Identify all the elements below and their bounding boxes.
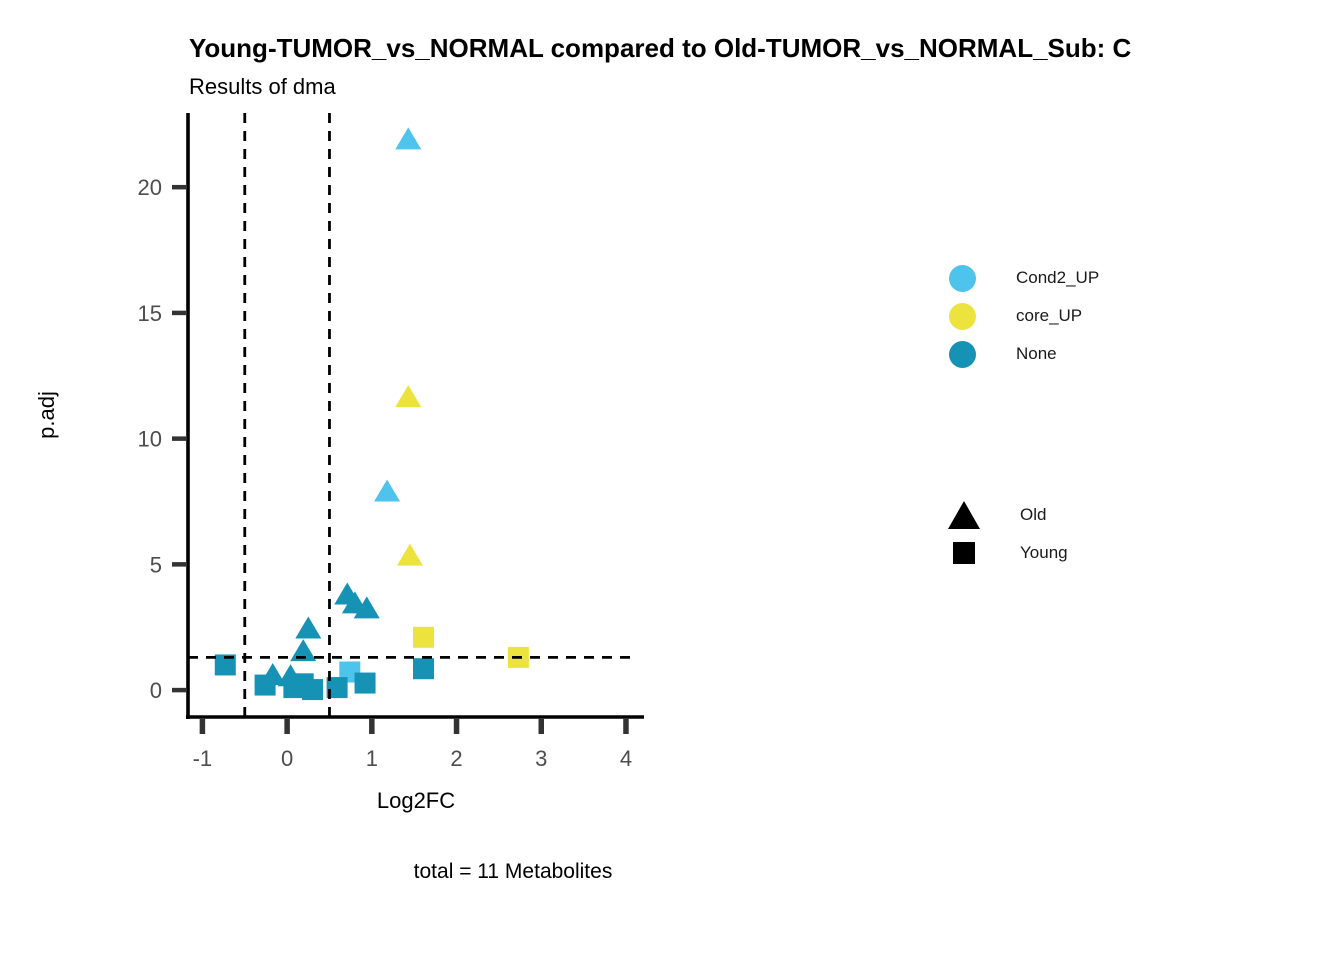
y-tick-label: 0	[150, 678, 162, 703]
y-tick-label: 5	[150, 552, 162, 577]
total-metabolites-caption: total = 11 Metabolites	[413, 860, 613, 883]
shape-legend: Old Young	[948, 501, 1068, 577]
x-tick-label: -1	[193, 746, 213, 771]
cond2-up-swatch-icon	[949, 264, 976, 292]
data-point-old-cond2_up	[395, 127, 422, 150]
color-legend: Cond2_UP core_UP None	[949, 264, 1099, 378]
x-tick-label: 3	[535, 746, 547, 771]
data-point-old-none	[295, 616, 322, 639]
data-point-young-none	[413, 658, 435, 680]
chart-subtitle: Results of dma	[189, 74, 336, 99]
data-point-old-core_up	[395, 385, 422, 408]
x-tick-label: 2	[450, 746, 462, 771]
x-tick-label: 1	[366, 746, 378, 771]
none-swatch-icon	[949, 340, 976, 368]
triangle-marker-icon	[948, 501, 980, 529]
data-point-young-none	[302, 679, 324, 701]
data-point-young-none	[283, 677, 305, 699]
x-tick-label: 0	[281, 746, 293, 771]
y-tick-label: 10	[138, 427, 162, 452]
core-up-swatch-icon	[949, 302, 976, 330]
x-axis-title: Log2FC	[376, 788, 456, 813]
data-point-old-none	[290, 639, 317, 662]
y-tick-label: 20	[138, 175, 162, 200]
legend-item-cond2-up: Cond2_UP	[949, 264, 1099, 292]
square-marker-icon	[948, 542, 980, 564]
data-point-old-core_up	[396, 543, 423, 566]
y-tick-label: 15	[138, 301, 162, 326]
legend-item-young: Young	[948, 539, 1068, 567]
data-point-young-none	[326, 677, 348, 699]
legend-label: core_UP	[1016, 306, 1083, 325]
data-point-young-none	[214, 654, 236, 676]
data-point-old-cond2_up	[374, 479, 401, 502]
chart-title: Young-TUMOR_vs_NORMAL compared to Old-TU…	[189, 33, 1132, 63]
data-point-young-none	[354, 672, 376, 694]
legend-item-core-up: core_UP	[949, 302, 1099, 330]
legend-label: Young	[1020, 543, 1068, 562]
legend-item-old: Old	[948, 501, 1068, 529]
data-point-old-none	[353, 596, 380, 619]
legend-label: None	[1016, 344, 1057, 363]
data-point-young-core_up	[413, 626, 435, 648]
legend-label: Old	[1020, 505, 1047, 524]
x-tick-label: 4	[620, 746, 632, 771]
legend-item-none: None	[949, 340, 1099, 368]
y-axis-title: p.adj	[34, 391, 59, 439]
legend-label: Cond2_UP	[1016, 268, 1100, 287]
data-point-young-none	[254, 674, 276, 696]
